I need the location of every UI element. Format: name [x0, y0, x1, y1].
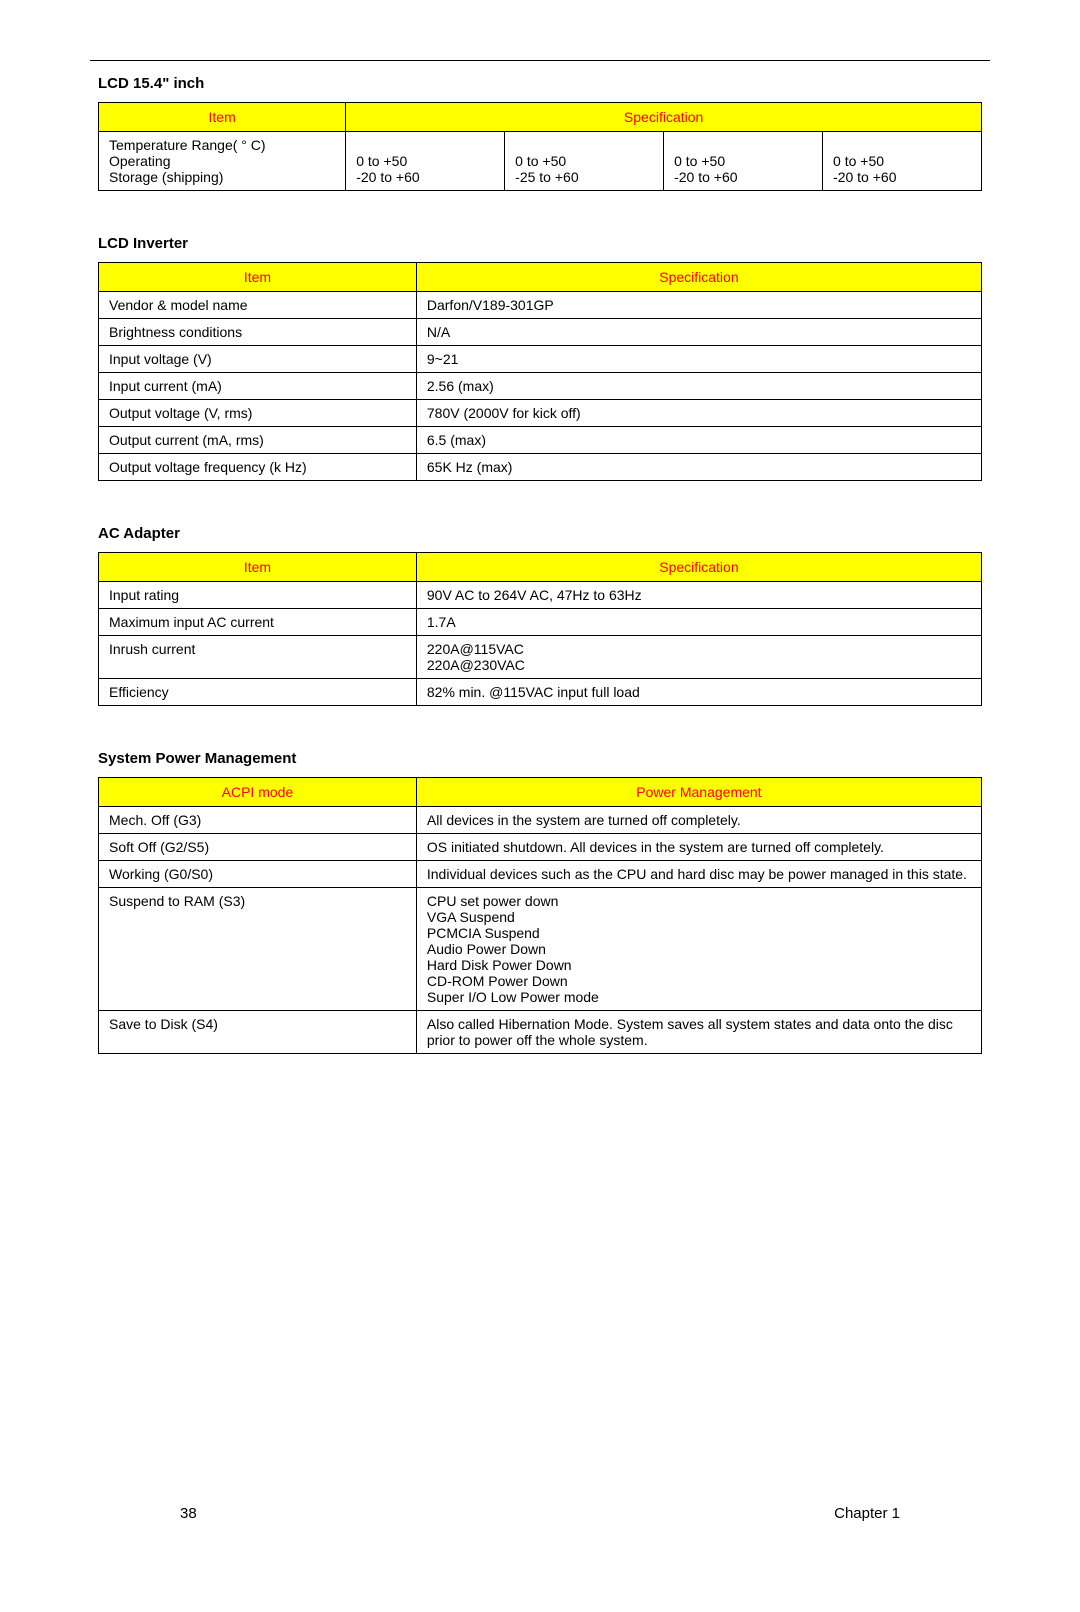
cell-value: 0 to +50 -25 to +60 — [505, 132, 664, 191]
cell-text — [674, 137, 812, 153]
cell-key: Suspend to RAM (S3) — [99, 888, 417, 1011]
cell-value: 2.56 (max) — [416, 373, 981, 400]
cell-value: N/A — [416, 319, 981, 346]
page-number: 38 — [180, 1505, 197, 1522]
table-lcd154: Item Specification Temperature Range( ° … — [98, 102, 982, 191]
header-spec: Specification — [416, 263, 981, 292]
cell-key: Input voltage (V) — [99, 346, 417, 373]
table-row: Soft Off (G2/S5)OS initiated shutdown. A… — [99, 834, 982, 861]
table-row: Save to Disk (S4)Also called Hibernation… — [99, 1011, 982, 1054]
cell-text — [833, 137, 971, 153]
cell-key: Save to Disk (S4) — [99, 1011, 417, 1054]
section-title-adapter: AC Adapter — [98, 525, 990, 542]
section-title-power: System Power Management — [98, 750, 990, 767]
cell-key: Brightness conditions — [99, 319, 417, 346]
table-adapter: Item Specification Input rating90V AC to… — [98, 552, 982, 706]
header-spec: Specification — [416, 553, 981, 582]
header-rule — [90, 60, 990, 61]
cell-key: Input rating — [99, 582, 417, 609]
header-item: Item — [99, 553, 417, 582]
cell-text: -20 to +60 — [833, 169, 971, 185]
cell-text: 0 to +50 — [515, 153, 653, 169]
cell-value: 90V AC to 264V AC, 47Hz to 63Hz — [416, 582, 981, 609]
cell-key: Mech. Off (G3) — [99, 807, 417, 834]
table-row: Output voltage (V, rms)780V (2000V for k… — [99, 400, 982, 427]
cell-value: CPU set power down VGA Suspend PCMCIA Su… — [416, 888, 981, 1011]
table-row: Working (G0/S0)Individual devices such a… — [99, 861, 982, 888]
cell-text: Storage (shipping) — [109, 169, 335, 185]
cell-key: Working (G0/S0) — [99, 861, 417, 888]
header-item: Item — [99, 263, 417, 292]
table-row: Input current (mA)2.56 (max) — [99, 373, 982, 400]
cell-value: 6.5 (max) — [416, 427, 981, 454]
header-spec: Power Management — [416, 778, 981, 807]
cell-text — [356, 137, 494, 153]
cell-value: 1.7A — [416, 609, 981, 636]
cell-value: 0 to +50 -20 to +60 — [664, 132, 823, 191]
cell-key: Input current (mA) — [99, 373, 417, 400]
cell-label: Temperature Range( ° C) Operating Storag… — [99, 132, 346, 191]
table-row: Output current (mA, rms)6.5 (max) — [99, 427, 982, 454]
cell-text: -20 to +60 — [674, 169, 812, 185]
cell-value: Individual devices such as the CPU and h… — [416, 861, 981, 888]
table-row: Efficiency82% min. @115VAC input full lo… — [99, 679, 982, 706]
cell-value: 82% min. @115VAC input full load — [416, 679, 981, 706]
table-inverter: Item Specification Vendor & model nameDa… — [98, 262, 982, 481]
table-row: Brightness conditionsN/A — [99, 319, 982, 346]
cell-value: 0 to +50 -20 to +60 — [823, 132, 982, 191]
table-row: Input voltage (V)9~21 — [99, 346, 982, 373]
cell-text: -25 to +60 — [515, 169, 653, 185]
cell-value: OS initiated shutdown. All devices in th… — [416, 834, 981, 861]
section-title-lcd154: LCD 15.4" inch — [98, 75, 990, 92]
cell-key: Output current (mA, rms) — [99, 427, 417, 454]
table-header-row: Item Specification — [99, 263, 982, 292]
table-header-row: Item Specification — [99, 553, 982, 582]
header-item: Item — [99, 103, 346, 132]
table-row: Output voltage frequency (k Hz)65K Hz (m… — [99, 454, 982, 481]
chapter-label: Chapter 1 — [834, 1505, 900, 1522]
table-row: Mech. Off (G3)All devices in the system … — [99, 807, 982, 834]
cell-key: Inrush current — [99, 636, 417, 679]
cell-value: All devices in the system are turned off… — [416, 807, 981, 834]
header-item: ACPI mode — [99, 778, 417, 807]
cell-key: Soft Off (G2/S5) — [99, 834, 417, 861]
table-row: Suspend to RAM (S3)CPU set power down VG… — [99, 888, 982, 1011]
table-row: Inrush current220A@115VAC 220A@230VAC — [99, 636, 982, 679]
cell-text: Operating — [109, 153, 335, 169]
cell-value: 220A@115VAC 220A@230VAC — [416, 636, 981, 679]
cell-key: Output voltage frequency (k Hz) — [99, 454, 417, 481]
table-row: Maximum input AC current1.7A — [99, 609, 982, 636]
table-row: Vendor & model nameDarfon/V189-301GP — [99, 292, 982, 319]
cell-value: 9~21 — [416, 346, 981, 373]
cell-key: Output voltage (V, rms) — [99, 400, 417, 427]
cell-value: 65K Hz (max) — [416, 454, 981, 481]
cell-text — [515, 137, 653, 153]
cell-text: 0 to +50 — [356, 153, 494, 169]
cell-value: 780V (2000V for kick off) — [416, 400, 981, 427]
cell-value: 0 to +50 -20 to +60 — [346, 132, 505, 191]
table-row: Input rating90V AC to 264V AC, 47Hz to 6… — [99, 582, 982, 609]
cell-text: 0 to +50 — [833, 153, 971, 169]
cell-text: Temperature Range( ° C) — [109, 137, 335, 153]
table-header-row: ACPI mode Power Management — [99, 778, 982, 807]
table-header-row: Item Specification — [99, 103, 982, 132]
cell-key: Efficiency — [99, 679, 417, 706]
cell-key: Maximum input AC current — [99, 609, 417, 636]
cell-text: -20 to +60 — [356, 169, 494, 185]
cell-key: Vendor & model name — [99, 292, 417, 319]
header-spec: Specification — [346, 103, 982, 132]
cell-value: Also called Hibernation Mode. System sav… — [416, 1011, 981, 1054]
page-footer: 38 Chapter 1 — [180, 1505, 900, 1522]
cell-text: 0 to +50 — [674, 153, 812, 169]
section-title-inverter: LCD Inverter — [98, 235, 990, 252]
table-row: Temperature Range( ° C) Operating Storag… — [99, 132, 982, 191]
table-power: ACPI mode Power Management Mech. Off (G3… — [98, 777, 982, 1054]
cell-value: Darfon/V189-301GP — [416, 292, 981, 319]
